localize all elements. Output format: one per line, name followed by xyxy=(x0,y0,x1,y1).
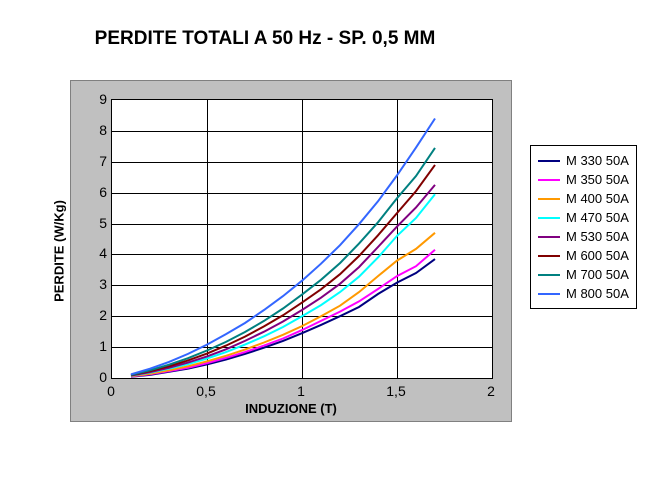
x-tick-label: 1,5 xyxy=(386,383,405,399)
y-tick-label: 9 xyxy=(77,91,107,107)
y-tick-label: 0 xyxy=(77,369,107,385)
x-tick-label: 2 xyxy=(487,383,495,399)
chart-title: PERDITE TOTALI A 50 Hz - SP. 0,5 MM xyxy=(0,28,530,50)
legend-item: M 800 50A xyxy=(538,286,629,301)
legend-label: M 800 50A xyxy=(566,286,629,301)
legend-swatch xyxy=(538,179,560,181)
legend-swatch xyxy=(538,255,560,257)
series-line xyxy=(131,250,435,377)
legend-item: M 400 50A xyxy=(538,191,629,206)
legend-swatch xyxy=(538,198,560,200)
legend-item: M 530 50A xyxy=(538,229,629,244)
legend-swatch xyxy=(538,160,560,162)
legend-swatch xyxy=(538,274,560,276)
x-tick-label: 1 xyxy=(297,383,305,399)
legend-label: M 470 50A xyxy=(566,210,629,225)
legend-label: M 400 50A xyxy=(566,191,629,206)
legend-item: M 600 50A xyxy=(538,248,629,263)
y-tick-label: 3 xyxy=(77,276,107,292)
y-tick-label: 2 xyxy=(77,307,107,323)
x-axis-label: INDUZIONE (T) xyxy=(245,401,337,416)
y-tick-label: 8 xyxy=(77,122,107,138)
legend-item: M 470 50A xyxy=(538,210,629,225)
y-tick-label: 7 xyxy=(77,153,107,169)
legend-item: M 700 50A xyxy=(538,267,629,282)
y-axis-label: PERDITE (W/Kg) xyxy=(52,200,67,302)
legend-item: M 330 50A xyxy=(538,153,629,168)
series-layer xyxy=(112,100,492,378)
series-line xyxy=(131,233,435,376)
legend-label: M 350 50A xyxy=(566,172,629,187)
legend-label: M 700 50A xyxy=(566,267,629,282)
legend-item: M 350 50A xyxy=(538,172,629,187)
legend-swatch xyxy=(538,236,560,238)
legend-label: M 530 50A xyxy=(566,229,629,244)
y-tick-label: 1 xyxy=(77,338,107,354)
legend-label: M 330 50A xyxy=(566,153,629,168)
series-line xyxy=(131,165,435,375)
series-line xyxy=(131,119,435,375)
legend-swatch xyxy=(538,293,560,295)
chart-container: PERDITE TOTALI A 50 Hz - SP. 0,5 MM PERD… xyxy=(0,0,650,500)
plot-inner xyxy=(111,99,493,379)
y-tick-label: 4 xyxy=(77,245,107,261)
plot-area: PERDITE (W/Kg) INDUZIONE (T) 0123456789 … xyxy=(70,80,512,422)
y-tick-label: 6 xyxy=(77,184,107,200)
y-tick-label: 5 xyxy=(77,215,107,231)
legend-label: M 600 50A xyxy=(566,248,629,263)
legend: M 330 50A M 350 50A M 400 50A M 470 50A M 53… xyxy=(530,145,637,309)
x-tick-label: 0 xyxy=(107,383,115,399)
legend-swatch xyxy=(538,217,560,219)
x-tick-label: 0,5 xyxy=(196,383,215,399)
